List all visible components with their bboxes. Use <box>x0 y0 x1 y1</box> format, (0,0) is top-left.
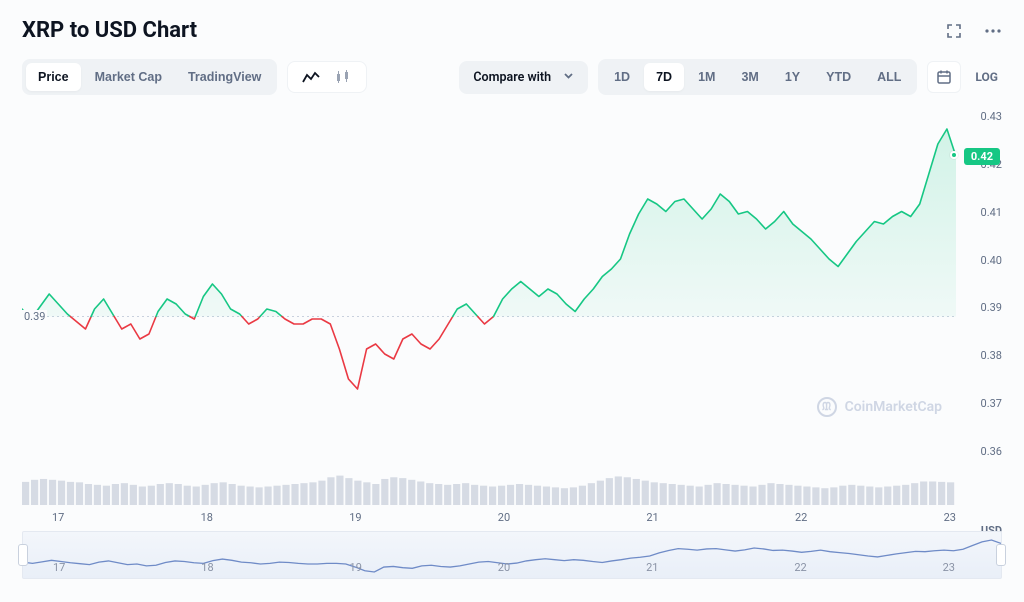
y-tick: 0.39 <box>981 302 1002 313</box>
y-tick: 0.37 <box>981 398 1002 409</box>
nav-tick: 18 <box>201 561 213 574</box>
y-tick: 0.38 <box>981 350 1002 361</box>
nav-tick: 20 <box>498 561 510 574</box>
compare-label: Compare with <box>473 70 551 85</box>
line-chart-icon[interactable] <box>302 70 320 84</box>
more-icon[interactable] <box>984 23 1002 39</box>
calendar-button[interactable] <box>927 61 961 93</box>
header: XRP to USD Chart <box>22 18 1002 43</box>
range-1d[interactable]: 1D <box>602 63 642 91</box>
navigator[interactable]: 17 18 19 20 21 22 23 <box>22 531 1002 579</box>
range-1m[interactable]: 1M <box>686 63 727 91</box>
x-tick: 18 <box>201 511 213 524</box>
header-actions <box>946 23 1002 39</box>
chart-type-group <box>287 61 367 93</box>
x-tick: 20 <box>498 511 510 524</box>
x-tick: 23 <box>944 511 956 524</box>
x-tick: 21 <box>646 511 658 524</box>
x-tick: 17 <box>52 511 64 524</box>
x-axis-row: 17181920212223 USD <box>22 505 1002 525</box>
compare-button[interactable]: Compare with <box>459 61 588 94</box>
range-all[interactable]: ALL <box>865 63 913 91</box>
range-3m[interactable]: 3M <box>729 63 770 91</box>
y-tick: 0.36 <box>981 446 1002 457</box>
tab-price[interactable]: Price <box>26 63 81 91</box>
log-toggle[interactable]: LOG <box>971 70 1002 84</box>
volume-chart <box>22 463 1002 505</box>
nav-tick: 23 <box>943 561 955 574</box>
fullscreen-icon[interactable] <box>946 23 962 39</box>
price-chart[interactable]: 0.430.420.410.400.390.380.370.36 0.39 0.… <box>22 109 1002 459</box>
current-price-marker <box>950 151 958 159</box>
nav-handle-left[interactable] <box>18 544 28 566</box>
nav-tick: 21 <box>646 561 658 574</box>
x-axis: 17 18 19 20 21 22 23 <box>22 505 956 524</box>
x-tick: 22 <box>795 511 807 524</box>
tab-marketcap[interactable]: Market Cap <box>83 63 174 91</box>
nav-tick: 17 <box>53 561 65 574</box>
chevron-down-icon <box>563 70 574 85</box>
range-ytd[interactable]: YTD <box>814 63 863 91</box>
y-tick: 0.40 <box>981 255 1002 266</box>
watermark-label: CoinMarketCap <box>845 399 942 415</box>
tab-tradingview[interactable]: TradingView <box>176 63 273 91</box>
baseline-label: 0.39 <box>22 310 47 323</box>
nav-labels: 17 18 19 20 21 22 23 <box>53 561 955 574</box>
page-title: XRP to USD Chart <box>22 18 197 43</box>
current-price-badge: 0.42 <box>964 148 1000 165</box>
range-tabs: 1D 7D 1M 3M 1Y YTD ALL <box>598 59 917 95</box>
watermark-logo-icon: ᙢ <box>817 397 837 417</box>
candlestick-icon[interactable] <box>334 70 352 84</box>
x-tick: 19 <box>349 511 361 524</box>
range-7d[interactable]: 7D <box>644 63 684 91</box>
y-tick: 0.43 <box>981 111 1002 122</box>
nav-tick: 19 <box>350 561 362 574</box>
view-tabs: Price Market Cap TradingView <box>22 59 277 95</box>
nav-tick: 22 <box>794 561 806 574</box>
range-1y[interactable]: 1Y <box>773 63 812 91</box>
y-tick: 0.41 <box>981 207 1002 218</box>
nav-handle-right[interactable] <box>996 544 1006 566</box>
watermark: ᙢ CoinMarketCap <box>817 397 942 417</box>
toolbar: Price Market Cap TradingView Compare wit… <box>22 59 1002 95</box>
